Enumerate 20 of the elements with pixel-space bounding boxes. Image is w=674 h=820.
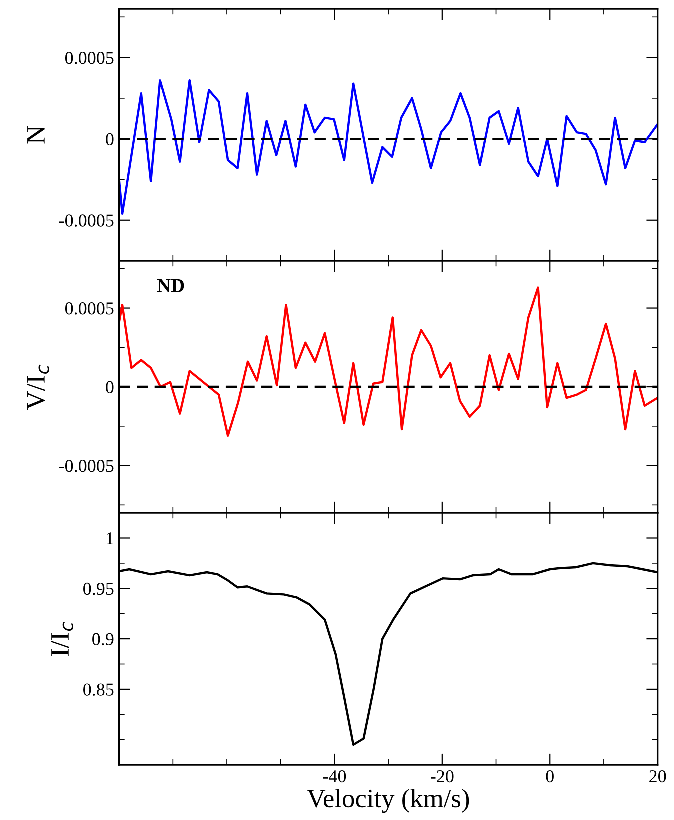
y-axis-title: V/I$_{c}$: [27, 364, 50, 410]
y-tick-label: 0: [106, 381, 114, 394]
line-series: [119, 79, 658, 215]
annotation: ND: [157, 279, 184, 292]
y-axis-title: I/I$_{c}$: [51, 622, 74, 656]
y-tick-label: -0.0005: [59, 460, 114, 472]
y-tick-label: 0: [106, 133, 114, 146]
x-tick-label: -20: [431, 770, 454, 783]
x-tick-label: -40: [323, 770, 346, 783]
y-tick-label: 0.0005: [65, 52, 114, 64]
x-tick-label: 20: [650, 770, 666, 783]
x-axis-title: Velocity (km/s): [307, 789, 470, 814]
y-tick-label: 0.0005: [65, 302, 114, 315]
y-tick-label: 0.85: [84, 684, 114, 696]
y-tick-label: -0.0005: [59, 214, 114, 227]
y-tick-label: 1: [106, 532, 114, 545]
y-tick-label: 0.9: [92, 633, 114, 646]
y-axis-title: N: [28, 126, 45, 144]
x-tick-label: 0: [546, 770, 554, 783]
y-tick-label: 0.95: [84, 582, 114, 596]
